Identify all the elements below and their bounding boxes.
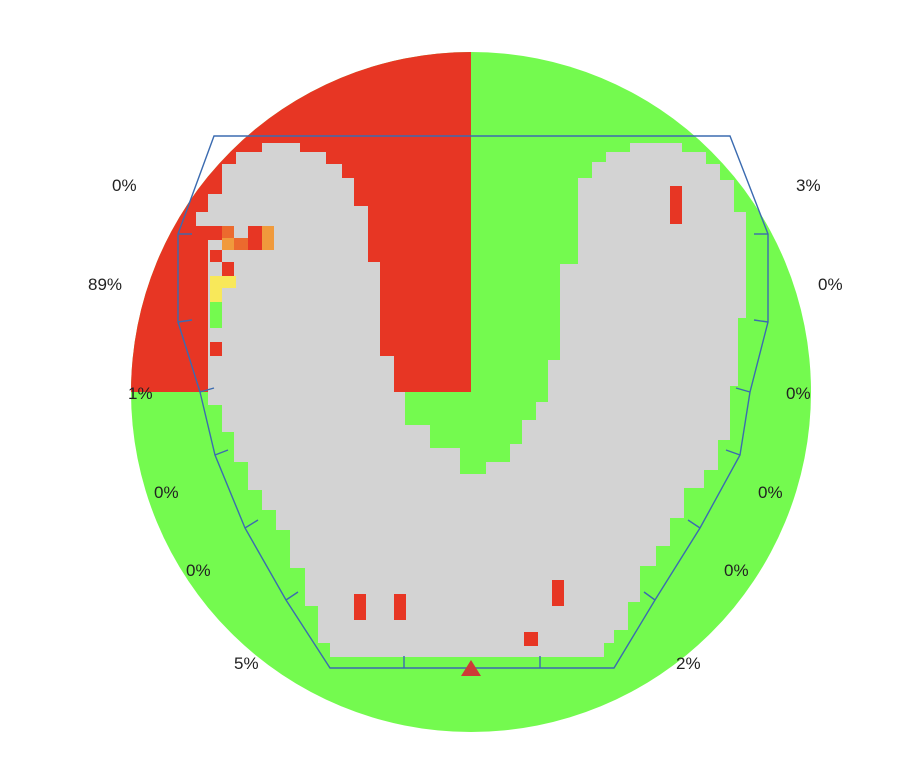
outline-tick <box>753 319 769 323</box>
hotspot-cell <box>222 238 234 250</box>
outline-tick <box>725 449 741 456</box>
outline-tick <box>177 319 193 323</box>
sector-label-left-3: 1% <box>128 384 153 403</box>
sector-label-left-5: 0% <box>186 561 211 580</box>
sector-label-left-2: 89% <box>88 275 123 294</box>
outline-tick <box>199 387 215 393</box>
hotspot-cell <box>210 342 222 356</box>
sector-label-left-1: 0% <box>112 176 137 195</box>
sector-label-right-3: 0% <box>786 384 811 403</box>
outline-ticks <box>177 233 769 668</box>
hotspot-cell <box>196 226 210 240</box>
hotspot-cell <box>234 238 248 250</box>
outline-tick <box>244 519 259 529</box>
sector-label-left-6: 5% <box>234 654 259 673</box>
sector-label-left-4: 0% <box>154 483 179 502</box>
outline-tick <box>735 387 751 393</box>
hotspot-group <box>196 186 682 646</box>
hotspot-cell <box>524 632 538 646</box>
hotspot-cell <box>210 302 222 328</box>
sector-label-right-6: 2% <box>676 654 701 673</box>
outline-tick <box>687 519 701 529</box>
sector-label-right-5: 0% <box>724 561 749 580</box>
hotspot-cell <box>210 288 222 302</box>
hotspot-cell <box>262 226 274 250</box>
arch-outline <box>177 135 769 669</box>
sector-label-right-2: 0% <box>818 275 843 294</box>
hotspot-cell <box>208 226 222 240</box>
hotspot-cell <box>222 226 234 240</box>
hotspot-cell <box>222 262 234 276</box>
hotspot-cell <box>354 594 366 620</box>
hotspot-cell <box>210 276 236 288</box>
arch-tissue <box>196 143 746 657</box>
sector-label-right-4: 0% <box>758 483 783 502</box>
hotspot-cell <box>248 226 262 250</box>
outline-tick <box>285 591 299 601</box>
hotspot-cell <box>670 186 682 224</box>
outline-tick <box>214 449 229 456</box>
hotspot-cell <box>394 594 406 620</box>
sector-label-right-1: 3% <box>796 176 821 195</box>
outline-tick <box>643 591 656 601</box>
triangle-marker <box>461 660 481 676</box>
hotspot-cell <box>210 250 222 262</box>
hotspot-cell <box>552 580 564 606</box>
